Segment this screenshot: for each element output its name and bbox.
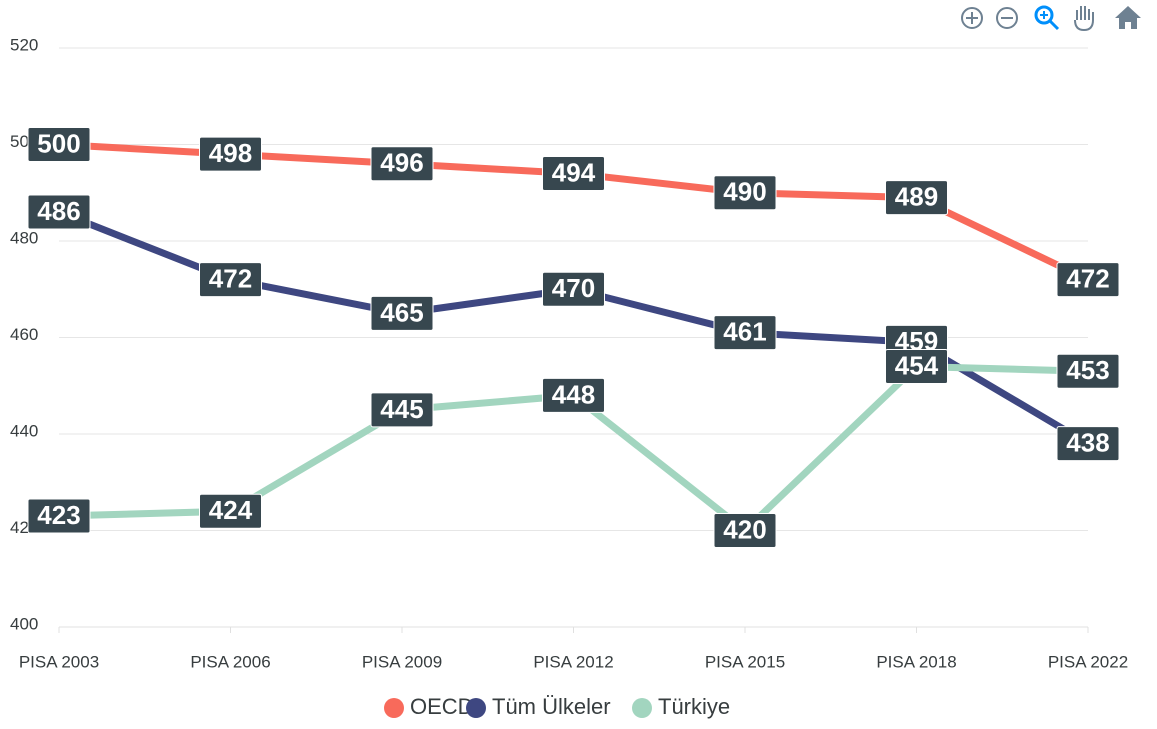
data-label-box bbox=[27, 498, 91, 534]
y-tick-label: 460 bbox=[10, 325, 38, 344]
x-tick-label: PISA 2009 bbox=[362, 652, 442, 671]
data-label: 470 bbox=[542, 271, 605, 307]
data-label: 472 bbox=[199, 262, 262, 298]
data-label: 486 bbox=[27, 194, 91, 230]
x-tick-label: PISA 2015 bbox=[705, 652, 785, 671]
data-label-box bbox=[713, 513, 777, 548]
data-label-box bbox=[27, 127, 91, 162]
data-label-text: 424 bbox=[209, 495, 253, 525]
data-label-text: 465 bbox=[380, 297, 423, 327]
data-label: 420 bbox=[713, 513, 777, 548]
data-label-box bbox=[542, 155, 605, 191]
data-label-text: 498 bbox=[209, 138, 252, 168]
legend-marker bbox=[632, 698, 652, 718]
data-label: 490 bbox=[713, 175, 777, 211]
data-label: 445 bbox=[370, 392, 434, 428]
data-label-box bbox=[370, 146, 434, 182]
x-tick-label: PISA 2012 bbox=[533, 652, 613, 671]
x-tick-label: PISA 2006 bbox=[190, 652, 270, 671]
data-label-text: 445 bbox=[380, 394, 423, 424]
zoom-out-button[interactable] bbox=[996, 7, 1018, 29]
data-label-box bbox=[370, 295, 434, 331]
data-label-text: 486 bbox=[37, 196, 80, 226]
data-label-box bbox=[1056, 426, 1120, 462]
data-label: 448 bbox=[542, 377, 605, 413]
data-label-box bbox=[713, 315, 777, 351]
zoom-select-button[interactable] bbox=[1034, 5, 1060, 31]
x-tick-label: PISA 2003 bbox=[19, 652, 99, 671]
zoom-in-button[interactable] bbox=[961, 7, 983, 29]
legend-label: Tüm Ülkeler bbox=[492, 694, 611, 719]
y-tick-label: 520 bbox=[10, 35, 38, 54]
data-label-box bbox=[885, 348, 948, 384]
data-label: 500 bbox=[27, 127, 91, 162]
legend-label: Türkiye bbox=[658, 694, 730, 719]
data-label-text: 490 bbox=[723, 177, 766, 207]
data-label-box bbox=[542, 377, 605, 413]
data-label-text: 500 bbox=[37, 128, 80, 158]
data-label-box bbox=[199, 262, 262, 298]
data-label: 489 bbox=[885, 180, 948, 216]
data-label-text: 494 bbox=[552, 157, 596, 187]
x-tick-label: PISA 2022 bbox=[1048, 652, 1128, 671]
reset-button[interactable] bbox=[1115, 6, 1141, 29]
legend-marker bbox=[384, 698, 404, 718]
data-label-box bbox=[27, 194, 91, 230]
data-label-text: 472 bbox=[1066, 263, 1109, 293]
data-label-text: 423 bbox=[37, 500, 80, 530]
data-label-text: 420 bbox=[723, 514, 766, 544]
x-tick-label: PISA 2018 bbox=[876, 652, 956, 671]
data-label: 424 bbox=[199, 493, 262, 529]
data-label: 423 bbox=[27, 498, 91, 534]
data-label-box bbox=[1056, 262, 1120, 298]
data-label: 438 bbox=[1056, 426, 1120, 462]
data-label: 454 bbox=[885, 348, 948, 384]
data-label-text: 489 bbox=[895, 181, 938, 211]
data-label-box bbox=[885, 180, 948, 216]
y-tick-label: 480 bbox=[10, 228, 38, 247]
data-label-box bbox=[199, 136, 262, 172]
data-label: 453 bbox=[1056, 353, 1120, 389]
data-label-box bbox=[542, 271, 605, 307]
y-tick-label: 400 bbox=[10, 614, 38, 633]
data-label-box bbox=[1056, 353, 1120, 389]
data-label: 472 bbox=[1056, 262, 1120, 298]
legend-marker bbox=[466, 698, 486, 718]
toolbar bbox=[961, 5, 1141, 32]
y-tick-label: 440 bbox=[10, 421, 38, 440]
data-label-box bbox=[713, 175, 777, 211]
data-label-text: 454 bbox=[895, 350, 939, 380]
data-label: 496 bbox=[370, 146, 434, 182]
data-label-text: 448 bbox=[552, 379, 595, 409]
data-label-text: 453 bbox=[1066, 355, 1109, 385]
data-label-box bbox=[199, 493, 262, 529]
data-label: 465 bbox=[370, 295, 434, 331]
data-label-text: 470 bbox=[552, 273, 595, 303]
data-label-box bbox=[370, 392, 434, 428]
data-label-text: 496 bbox=[380, 148, 423, 178]
data-label: 498 bbox=[199, 136, 262, 172]
data-label-text: 461 bbox=[723, 317, 766, 347]
data-label-text: 472 bbox=[209, 263, 252, 293]
data-label: 461 bbox=[713, 315, 777, 351]
data-label: 494 bbox=[542, 155, 605, 191]
legend-label: OECD bbox=[410, 694, 474, 719]
pan-button[interactable] bbox=[1074, 6, 1094, 32]
data-label-text: 438 bbox=[1066, 428, 1109, 458]
